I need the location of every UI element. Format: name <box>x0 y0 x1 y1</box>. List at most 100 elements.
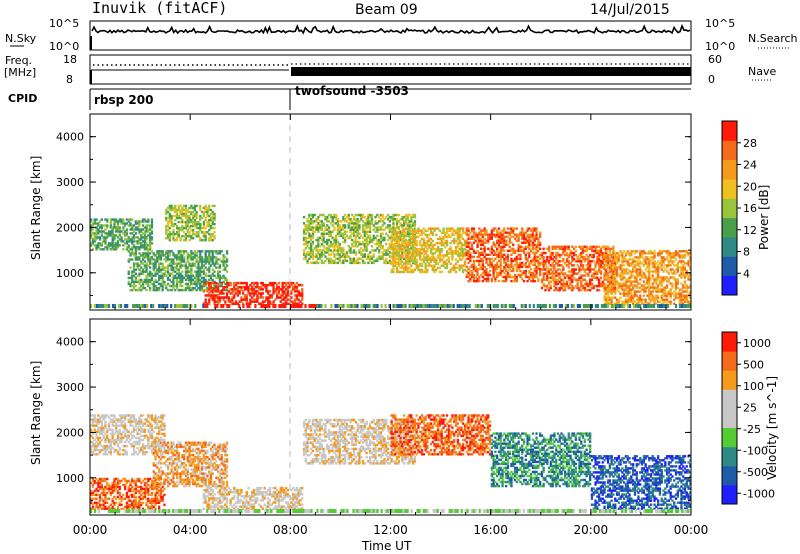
heatmap-cell <box>417 268 420 272</box>
heatmap-cell <box>492 249 495 252</box>
heatmap-cell <box>192 274 195 277</box>
heatmap-cell <box>100 234 103 237</box>
heatmap-cell <box>689 272 692 275</box>
heatmap-cell <box>533 243 536 246</box>
heatmap-cell <box>560 270 563 273</box>
heatmap-cell <box>279 294 282 297</box>
heatmap-cell <box>485 239 488 242</box>
heatmap-cell <box>465 231 468 234</box>
heatmap-cell <box>158 276 161 280</box>
heatmap-cell <box>533 267 536 271</box>
heatmap-cell <box>669 292 672 295</box>
heatmap-cell <box>551 245 554 249</box>
heatmap-cell <box>487 233 490 236</box>
heatmap-cell <box>598 266 601 269</box>
heatmap-cell <box>496 229 499 232</box>
heatmap-cell <box>515 269 518 273</box>
heatmap-cell <box>599 251 603 255</box>
heatmap-cell <box>324 215 327 219</box>
heatmap-cell <box>655 278 658 281</box>
heatmap-cell <box>642 250 645 253</box>
heatmap-cell <box>521 231 524 234</box>
heatmap-cell <box>508 237 511 240</box>
heatmap-cell <box>630 272 633 275</box>
heatmap-cell <box>217 288 220 291</box>
heatmap-cell <box>197 272 200 275</box>
heatmap-cell <box>175 214 179 218</box>
heatmap-cell <box>526 235 529 238</box>
heatmap-cell <box>487 237 490 240</box>
heatmap-cell <box>295 286 298 289</box>
heatmap-cell <box>429 260 433 263</box>
heatmap-cell <box>124 222 127 225</box>
heatmap-cell <box>285 294 288 297</box>
heatmap-cell <box>537 279 540 283</box>
heatmap-cell <box>351 245 354 248</box>
heatmap-cell <box>190 254 193 257</box>
heatmap-cell <box>181 288 184 292</box>
heatmap-cell <box>283 281 286 285</box>
heatmap-cell <box>218 282 222 286</box>
heatmap-cell <box>342 253 345 256</box>
heatmap-cell <box>179 208 182 212</box>
heatmap-cell <box>494 251 497 254</box>
heatmap-cell <box>608 249 611 253</box>
heatmap-cell <box>91 238 95 241</box>
heatmap-cell <box>335 245 338 248</box>
heatmap-cell <box>134 236 137 239</box>
heatmap-cell <box>245 294 248 297</box>
heatmap-cell <box>175 276 179 280</box>
heatmap-cell <box>632 302 635 305</box>
heatmap-cell <box>594 276 597 279</box>
heatmap-cell <box>487 235 490 238</box>
heatmap-cell <box>433 256 436 259</box>
heatmap-cell <box>458 239 461 243</box>
heatmap-cell <box>215 281 218 285</box>
heatmap-cell <box>458 268 461 272</box>
heatmap-cell <box>503 279 506 283</box>
heatmap-cell <box>599 264 603 267</box>
heatmap-cell <box>662 250 665 253</box>
heatmap-cell <box>381 236 384 240</box>
heatmap-cell <box>98 248 102 251</box>
heatmap-cell <box>211 226 214 230</box>
heatmap-cell <box>193 222 196 226</box>
heatmap-cell <box>186 222 189 226</box>
heatmap-cell <box>188 233 191 236</box>
heatmap-cell <box>335 240 338 244</box>
heatmap-cell <box>252 300 256 303</box>
heatmap-cell <box>320 251 323 254</box>
heatmap-cell <box>508 245 511 248</box>
heatmap-cell <box>163 274 166 277</box>
heatmap-cell <box>100 218 103 221</box>
heatmap-cell <box>605 258 608 261</box>
heatmap-cell <box>342 261 345 265</box>
heatmap-cell <box>673 256 676 259</box>
heatmap-cell <box>574 284 577 288</box>
heatmap-cell <box>598 280 601 284</box>
heatmap-cell <box>213 216 216 220</box>
heatmap-cell <box>678 302 681 305</box>
heatmap-cell <box>93 218 96 221</box>
heatmap-cell <box>195 222 198 226</box>
heatmap-cell <box>166 220 170 224</box>
heatmap-cell <box>132 228 136 231</box>
heatmap-cell <box>286 294 290 297</box>
heatmap-cell <box>324 255 327 258</box>
heatmap-cell <box>211 281 214 285</box>
heatmap-cell <box>281 283 284 287</box>
heatmap-cell <box>431 268 434 272</box>
heatmap-cell <box>531 245 535 248</box>
heatmap-cell <box>199 252 202 255</box>
heatmap-cell <box>463 262 467 265</box>
heatmap-cell <box>131 272 134 275</box>
heatmap-cell <box>676 280 679 283</box>
heatmap-cell <box>154 262 157 265</box>
heatmap-cell <box>565 253 569 257</box>
heatmap-cell <box>603 255 606 259</box>
heatmap-cell <box>612 278 615 281</box>
heatmap-cell <box>243 288 247 291</box>
heatmap-cell <box>174 274 177 277</box>
heatmap-cell <box>660 282 663 285</box>
heatmap-cell <box>528 237 531 240</box>
